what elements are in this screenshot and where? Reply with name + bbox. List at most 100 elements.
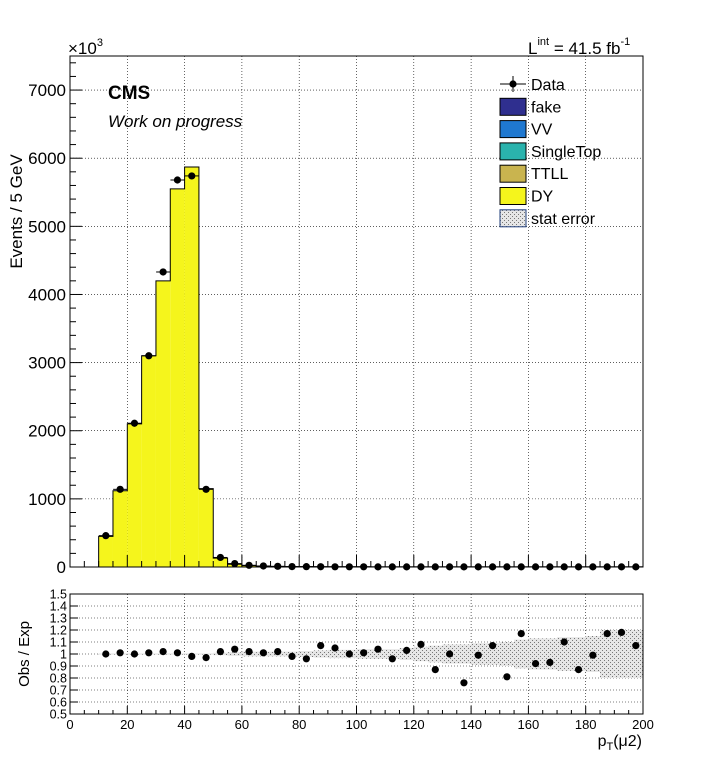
ratio-point [216, 648, 225, 656]
top-ytick-label: 5000 [28, 217, 66, 236]
ratio-ytick-label: 1.5 [50, 588, 67, 602]
legend-swatch [499, 209, 527, 228]
legend-swatch [499, 97, 527, 116]
ratio-point [446, 650, 454, 658]
ratio-stat-error [98, 630, 643, 678]
ratio-point [374, 645, 382, 653]
top-ytick-label: 3000 [28, 354, 66, 373]
ratio-point [130, 650, 139, 658]
ratio-point [102, 650, 110, 658]
ratio-xtick-label: 140 [460, 717, 482, 732]
ratio-error-band [227, 652, 242, 656]
ratio-ytick-label: 0.6 [50, 696, 67, 710]
legend-swatch [499, 164, 527, 183]
dy-bar [213, 558, 228, 567]
legend-label: fake [531, 99, 561, 116]
ratio-point [417, 640, 425, 649]
ratio-error-band [327, 649, 343, 659]
ratio-point [245, 648, 253, 656]
dy-bar [112, 490, 128, 567]
ratio-ytick-label: 1.2 [50, 624, 67, 638]
ratio-error-band [528, 638, 543, 670]
ratio-xtick-label: 160 [518, 717, 540, 732]
ratio-point [488, 642, 497, 650]
ratio-point [159, 648, 167, 656]
legend: Data fake VV SingleTop TTLL DY stat error [499, 76, 601, 228]
ratio-error-band [299, 651, 314, 657]
ratio-point [360, 649, 368, 657]
ratio-error-band [514, 639, 529, 669]
dy-bar [198, 488, 214, 567]
ratio-axes: 0.50.60.70.80.911.11.21.31.41.5 0 20 40 60 80… [16, 588, 654, 754]
ratio-xtick-label: 0 [66, 717, 73, 732]
ratio-ytick-label: 1.1 [50, 636, 67, 650]
ratio-point [331, 644, 339, 652]
ratio-ytick-label: 1 [60, 648, 67, 662]
ratio-point [632, 642, 640, 650]
ratio-point [617, 628, 626, 637]
data-point [173, 176, 182, 184]
ratio-error-band [385, 649, 400, 659]
top-ytick-label: 1000 [28, 490, 66, 509]
top-ytick-label: 4000 [28, 285, 66, 304]
ratio-error-band [313, 650, 328, 658]
top-ytick-label: 7000 [28, 81, 66, 100]
ratio-error-band [456, 644, 472, 664]
dy-bar [98, 536, 113, 567]
ratio-xtick-label: 40 [177, 717, 191, 732]
ratio-point [302, 655, 310, 663]
ratio-point [531, 660, 540, 668]
ratio-xtick-label: 80 [292, 717, 306, 732]
luminosity-label: Lint = 41.5 fb-1 [528, 36, 630, 58]
status-label: Work on progress [108, 112, 243, 131]
top-ytick-label: 0 [57, 558, 66, 577]
legend-label: SingleTop [531, 144, 601, 161]
dy-bar [184, 167, 199, 568]
data-point [145, 352, 153, 360]
ratio-error-band [428, 645, 443, 663]
ratio-point [589, 651, 597, 659]
ratio-ytick-label: 0.7 [50, 684, 67, 698]
ratio-error-band [628, 630, 643, 678]
ratio-xtick-label: 20 [120, 717, 134, 732]
ratio-point [560, 638, 568, 646]
ratio-point [188, 652, 196, 661]
top-ytick-label: 2000 [28, 422, 66, 441]
legend-label: TTLL [531, 166, 568, 183]
ratio-error-band [499, 642, 515, 666]
data-point [102, 532, 110, 540]
data-point [216, 553, 225, 562]
legend-label: VV [531, 122, 553, 139]
ratio-point [274, 648, 282, 656]
data-point [159, 268, 167, 276]
legend-label: stat error [531, 211, 596, 228]
data-point [130, 419, 139, 427]
ratio-ytick-label: 1.4 [50, 600, 67, 614]
ratio-point [145, 649, 153, 657]
data-point [202, 485, 210, 493]
ratio-xtick-label: 180 [575, 717, 597, 732]
cms-label: CMS [108, 83, 150, 104]
ratio-ytick-label: 0.8 [50, 672, 67, 686]
ratio-point [403, 646, 411, 655]
data-point [116, 485, 124, 493]
legend-label: Data [531, 77, 565, 94]
data-point [231, 559, 239, 568]
ratio-error-band [571, 637, 586, 671]
ratio-points [102, 628, 640, 687]
ratio-point [202, 654, 210, 662]
ratio-error-band [542, 638, 558, 670]
ratio-error-band [485, 643, 500, 665]
legend-label: DY [531, 189, 554, 206]
ratio-xtick-label: 60 [235, 717, 249, 732]
dy-bar [127, 423, 142, 567]
top-axes: 0 1000 2000 3000 4000 5000 6000 7000 Events / 5 … [7, 55, 644, 577]
ratio-xtick-label: 100 [346, 717, 368, 732]
ratio-xtick-label: 200 [632, 717, 654, 732]
ratio-point [288, 652, 296, 661]
legend-swatch [499, 187, 527, 205]
dy-bar [170, 188, 185, 568]
data-point [245, 561, 253, 569]
ratio-point [503, 673, 511, 681]
ratio-ylabel: Obs / Exp [16, 621, 33, 687]
